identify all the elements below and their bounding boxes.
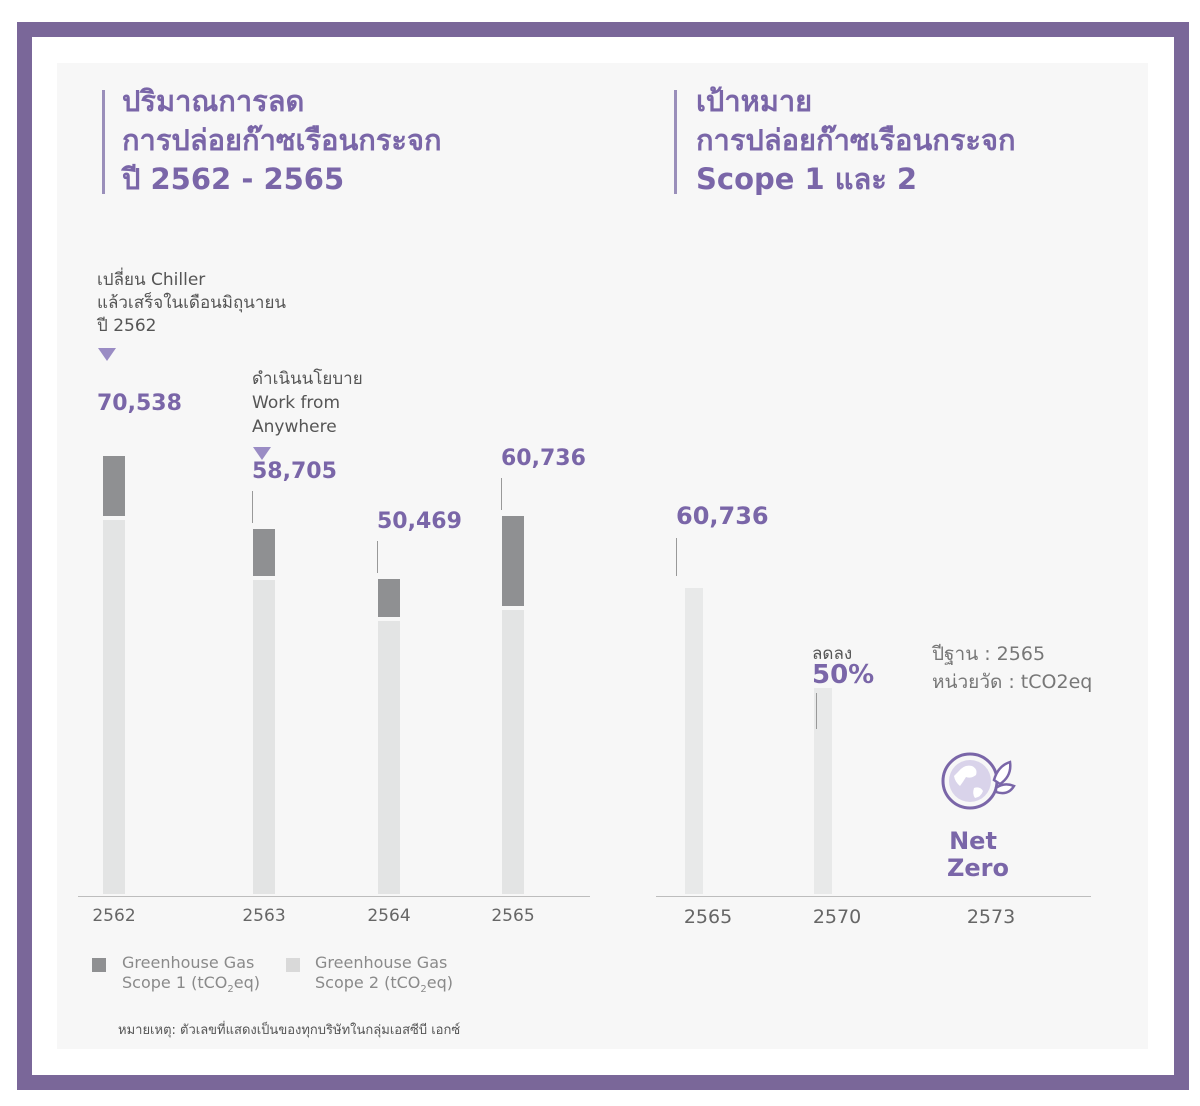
reduce-percent: 50% (812, 660, 875, 690)
wfa-annotation-line3: Anywhere (252, 417, 337, 437)
x-tick-2563: 2563 (242, 906, 286, 926)
legend-scope1-label: Greenhouse Gas Scope 1 (tCO2eq) (122, 953, 260, 1000)
bar-scope2-2563 (253, 580, 275, 894)
left-chart-x-axis (78, 896, 590, 897)
chiller-marker-triangle-icon (98, 348, 116, 361)
target-bar-2570 (814, 688, 832, 894)
bar-scope2-2562 (103, 520, 125, 894)
legend-scope1-line2: Scope 1 (tCO2eq) (122, 973, 260, 1000)
legend-scope1-subscript: 2 (227, 984, 234, 996)
legend-scope1-line2-post: eq) (233, 973, 260, 992)
total-label-2565: 60,736 (501, 446, 586, 472)
net-zero-globe-leaf-icon (941, 752, 1016, 810)
chiller-annotation-line3: ปี 2562 (97, 316, 157, 336)
legend-scope2-subscript: 2 (420, 984, 427, 996)
wfa-annotation-line1: ดำเนินนโยบาย (252, 369, 363, 389)
bar-scope2-2564 (378, 621, 400, 894)
footnote: หมายเหตุ: ตัวเลขที่แสดงเป็นของทุกบริษัทใ… (118, 1023, 461, 1038)
target-value-label-2565: 60,736 (676, 501, 769, 530)
x-tick-2562: 2562 (92, 906, 136, 926)
bar-scope1-2562 (103, 456, 125, 517)
x-tick-2564: 2564 (367, 906, 411, 926)
target-x-tick-2573: 2573 (966, 906, 1016, 928)
unit-label: หน่วยวัด : tCO2eq (932, 671, 1093, 693)
legend-scope2-line2-post: eq) (426, 973, 453, 992)
legend-scope2-swatch (286, 958, 300, 972)
target-bar-2565 (685, 587, 703, 894)
base-year-label: ปีฐาน : 2565 (932, 643, 1046, 665)
right-heading-line3: Scope 1 และ 2 (696, 162, 918, 196)
bar-scope1-2564 (378, 579, 400, 617)
left-heading-line2: การปล่อยก๊าซเรือนกระจก (122, 123, 442, 157)
right-heading-line2: การปล่อยก๊าซเรือนกระจก (696, 123, 1016, 157)
content-panel (57, 63, 1148, 1049)
chiller-annotation-line2: แล้วเสร็จในเดือนมิถุนายน (97, 293, 287, 313)
reduce-leader-line (816, 693, 817, 729)
chiller-annotation-line1: เปลี่ยน Chiller (97, 270, 206, 290)
target-leader-2565 (676, 537, 677, 576)
left-heading-accent-bar (102, 90, 105, 194)
legend-scope2-label: Greenhouse Gas Scope 2 (tCO2eq) (315, 953, 453, 1000)
total-label-2564: 50,469 (377, 509, 462, 535)
left-heading-line1: ปริมาณการลด (122, 84, 305, 118)
total-leader-2564 (377, 541, 378, 574)
right-heading-line1: เป้าหมาย (696, 84, 813, 118)
legend-scope2-line2-pre: Scope 2 (tCO (315, 973, 421, 992)
net-zero-line1: Net (949, 827, 997, 855)
total-label-2563: 58,705 (252, 458, 337, 484)
bar-scope1-2563 (253, 528, 275, 577)
legend-scope2-line1: Greenhouse Gas (315, 953, 448, 972)
legend-scope1-line1: Greenhouse Gas (122, 953, 255, 972)
target-x-tick-2565: 2565 (683, 906, 733, 928)
bar-scope2-2565 (502, 609, 524, 894)
total-leader-2565 (501, 478, 502, 511)
right-heading-accent-bar (674, 90, 677, 194)
legend-scope1-line2-pre: Scope 1 (tCO (122, 973, 228, 992)
right-chart-x-axis (656, 896, 1091, 897)
x-tick-2565: 2565 (491, 906, 535, 926)
total-leader-2563 (252, 490, 253, 523)
reduce-label: ลดลง (812, 644, 853, 664)
total-label-2562: 70,538 (97, 391, 182, 416)
target-x-tick-2570: 2570 (812, 906, 862, 928)
wfa-marker-triangle-icon (253, 447, 271, 460)
net-zero-line2: Zero (946, 854, 1009, 882)
legend-scope2-line2: Scope 2 (tCO2eq) (315, 973, 453, 1000)
left-heading-line3: ปี 2562 - 2565 (122, 162, 345, 196)
wfa-annotation-line2: Work from (252, 393, 341, 413)
legend-scope1-swatch (92, 958, 106, 972)
bar-scope1-2565 (502, 516, 524, 606)
